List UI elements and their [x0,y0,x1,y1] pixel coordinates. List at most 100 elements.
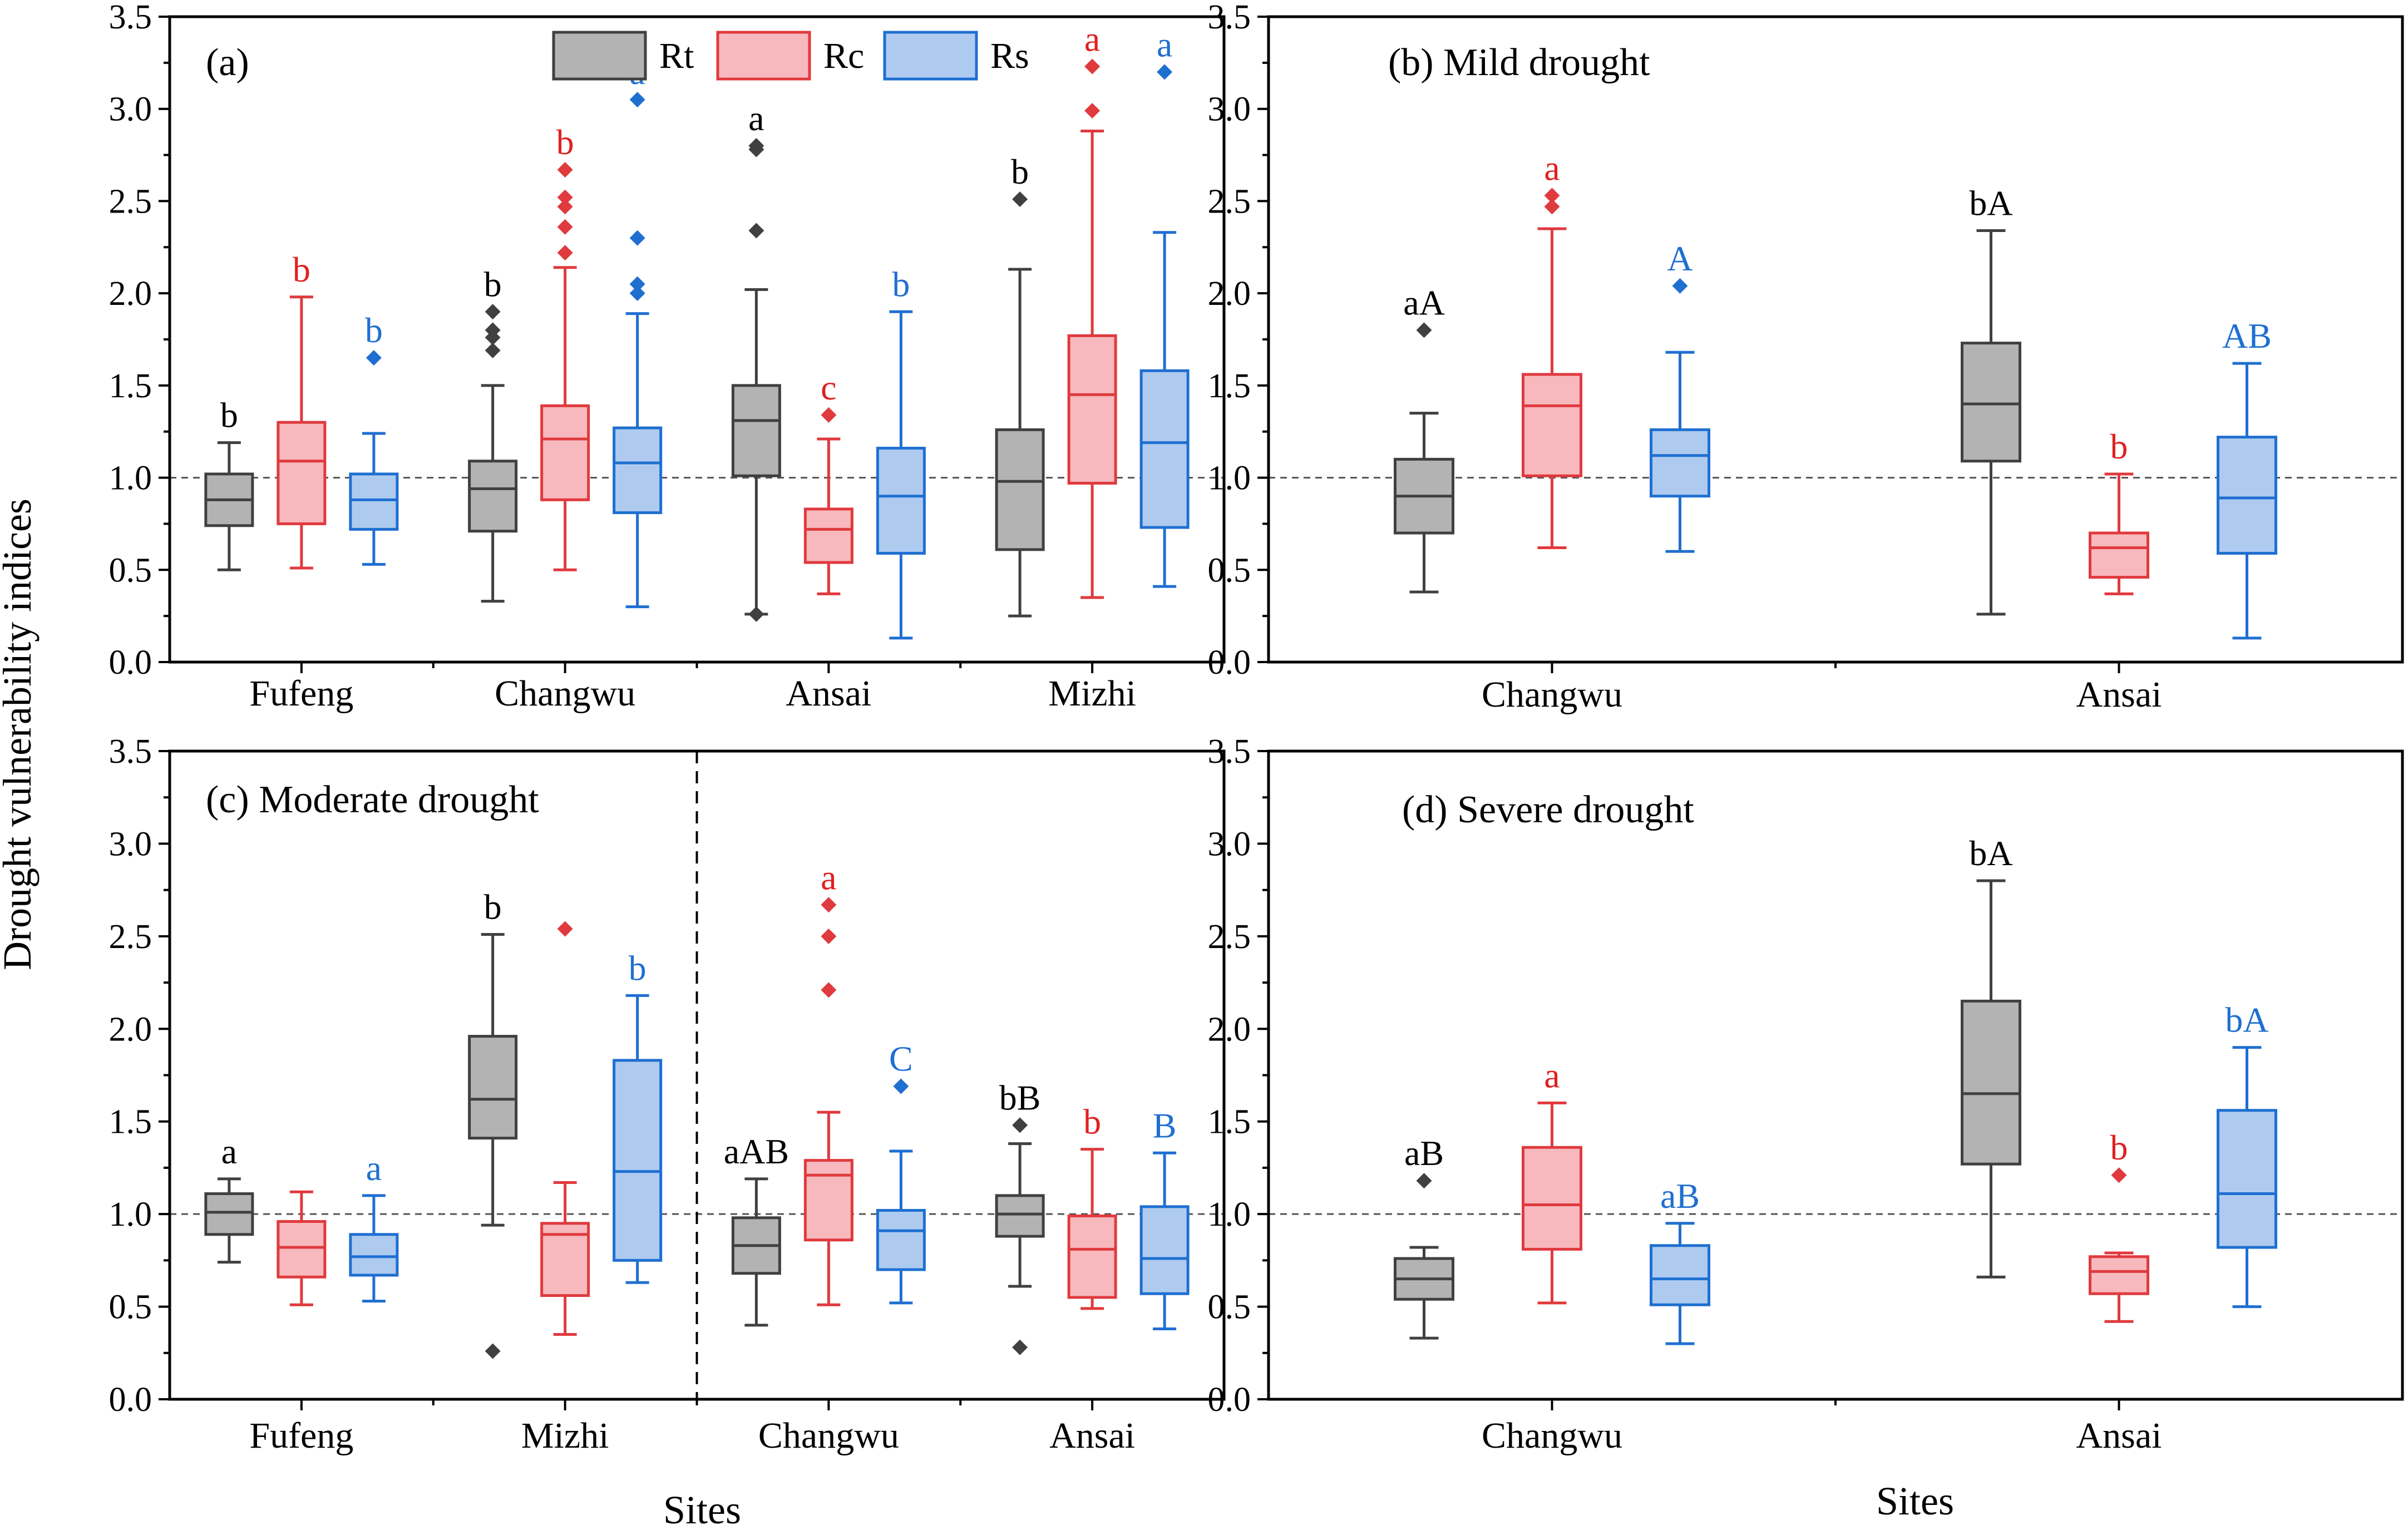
significance-label: b [1011,152,1029,191]
box-iqr [2217,1109,2277,1249]
y-tick-label: 0.5 [1208,551,1251,589]
y-tick-label: 2.0 [109,275,152,313]
box-iqr [995,428,1045,551]
y-tick-label: 2.5 [1208,182,1251,220]
y-tick-label: 1.5 [1208,367,1251,405]
outlier-point [1012,1117,1028,1133]
box-rt-ansai: bB [995,1078,1045,1355]
panel-title: (b) Mild drought [1388,41,1650,84]
panel-d-severe-drought: 0.0 0.5 1.0 1.5 2.0 2.5 3.0 3.5 Changwu Ansai (d) … [1208,733,2404,1456]
box-iqr [1139,1205,1190,1295]
y-tick-label: 1.5 [109,1103,152,1141]
box-rt-ansai: a [731,98,781,622]
y-tick-label: 2.0 [109,1010,152,1048]
y-tick-label: 0.5 [1208,1289,1251,1326]
box-iqr [277,1220,327,1279]
y-tick-label: 3.0 [1208,91,1251,129]
outlier-point [2111,1167,2127,1183]
box-rc-changwu: a [803,857,853,1306]
box-rt-fufeng: a [204,1132,254,1264]
box-rs-ansai: B [1139,1105,1190,1331]
panel-title: (c) Moderate drought [206,778,539,821]
box-rc-fufeng [277,1190,327,1306]
box-rt-mizhi: b [468,887,518,1359]
outlier-point [557,189,573,205]
outlier-point [629,92,645,108]
box-iqr [468,460,518,533]
outlier-point [1012,1339,1028,1355]
outlier-point [1672,278,1688,294]
significance-label: a [1544,148,1560,187]
significance-label: bA [1969,833,2012,873]
outlier-point [893,1078,909,1094]
significance-label: b [1083,1102,1101,1142]
box-iqr [803,507,853,564]
y-tick-label: 0.5 [109,1289,152,1326]
box-iqr [2217,436,2277,555]
y-tick-label: 3.0 [1208,825,1251,863]
box-iqr [204,1192,254,1236]
legend-label-rt: Rt [659,36,694,76]
panel-title: (d) Severe drought [1402,788,1694,831]
legend-swatch-rs [883,31,978,81]
category-label-changwu: Changwu [495,673,635,714]
y-tick-label: 0.5 [109,551,152,589]
legend-swatch-rc [716,31,811,81]
outlier-point [1084,103,1101,119]
box-iqr [1522,373,1582,477]
category-label-mizhi: Mizhi [1048,673,1136,714]
category-label-changwu: Changwu [758,1415,899,1456]
category-label-ansai: Ansai [2076,1415,2162,1456]
y-tick-label: 2.5 [109,918,152,956]
y-tick-label: 2.5 [1208,918,1251,956]
significance-label: b [556,122,574,162]
box-iqr [349,1233,399,1277]
plot-frame [1267,749,2404,1401]
y-tick-label: 1.0 [1208,460,1251,497]
box-rs-mizhi: a [1139,24,1190,588]
outlier-point [557,199,573,215]
outlier-point [748,138,764,154]
outlier-point [821,897,837,913]
panel-a-all-droughts: 0.0 0.5 1.0 1.5 2.0 2.5 3.0 3.5 Fufeng Changwu Ans… [109,0,1226,714]
y-tick-label: 0.0 [1208,1381,1251,1419]
box-iqr [1650,1244,1710,1306]
box-rt-changwu: aB [1394,1133,1454,1340]
box-rs-changwu: C [876,1039,926,1305]
y-tick-label: 3.0 [109,91,152,129]
significance-label: bA [2225,1000,2268,1040]
significance-label: aA [1403,283,1445,322]
box-rt-fufeng: b [204,396,254,571]
category-label-fufeng: Fufeng [249,1415,353,1456]
outlier-point [1012,191,1028,208]
box-iqr [876,1208,926,1271]
legend-swatch-rt [552,31,647,81]
box-rs-changwu: a [613,52,663,609]
significance-label: a [1084,19,1100,58]
significance-label: b [220,396,238,435]
box-rt-mizhi: b [995,152,1045,618]
outlier-point [821,928,837,944]
box-iqr [540,404,590,501]
box-iqr [1067,334,1117,485]
legend-label-rs: Rs [990,36,1029,76]
box-iqr [2089,1255,2149,1295]
y-tick-label: 1.0 [1208,1196,1251,1233]
significance-label: b [2110,427,2128,466]
y-tick-label: 2.0 [1208,275,1251,313]
y-axis-title: Drought vulnerability indices [0,499,40,970]
panel-c-moderate-drought: 0.0 0.5 1.0 1.5 2.0 2.5 3.0 3.5 Fufeng Mizhi Chang… [109,733,1226,1456]
box-iqr [349,472,399,531]
x-axis-title-right: Sites [1876,1479,1954,1523]
significance-label: a [1157,24,1172,64]
outlier-point [821,407,837,423]
outlier-point [557,162,573,178]
box-rt-ansai: bA [1961,183,2021,616]
significance-label: aB [1404,1133,1444,1173]
significance-label: A [1667,239,1692,278]
outlier-point [1544,187,1560,204]
outlier-point [821,982,837,998]
significance-label: aB [1660,1176,1700,1216]
outlier-point [366,350,382,366]
box-iqr [1139,369,1190,529]
